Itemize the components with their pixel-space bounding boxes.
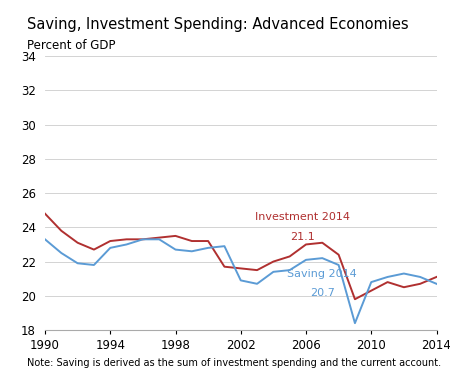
Text: 21.1: 21.1	[290, 232, 315, 242]
Text: Saving 2014: Saving 2014	[288, 268, 357, 279]
Text: Note: Saving is derived as the sum of investment spending and the current accoun: Note: Saving is derived as the sum of in…	[27, 358, 441, 368]
Text: Saving, Investment Spending: Advanced Economies: Saving, Investment Spending: Advanced Ec…	[27, 17, 409, 32]
Text: Percent of GDP: Percent of GDP	[27, 39, 116, 53]
Text: Investment 2014: Investment 2014	[255, 212, 350, 222]
Text: 20.7: 20.7	[310, 288, 335, 298]
